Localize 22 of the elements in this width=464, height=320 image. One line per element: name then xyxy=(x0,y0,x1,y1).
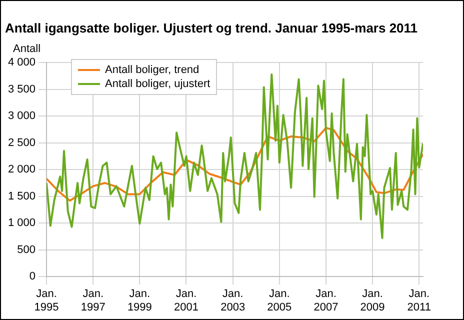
x-tick-label: Jan. 1995 xyxy=(34,288,59,314)
y-tick-label: 3 000 xyxy=(8,110,36,122)
x-tick-label: Jan. 1999 xyxy=(127,288,152,314)
y-tick-label: 2 500 xyxy=(8,136,36,149)
x-tick-label: Jan. 2005 xyxy=(267,288,292,314)
x-tick-label: Jan. 2009 xyxy=(360,288,385,314)
y-tick-label: 1 000 xyxy=(8,217,36,230)
y-tick-label: 2 000 xyxy=(8,164,36,176)
y-tick-label: 1 500 xyxy=(8,190,36,202)
y-tick-label: 4 000 xyxy=(8,56,36,69)
x-tick-label: Jan. 2001 xyxy=(174,288,198,314)
x-tick-label: Jan. 1997 xyxy=(80,288,106,314)
y-tick-label: 3 500 xyxy=(8,83,36,96)
legend-label: Antall boliger, trend xyxy=(105,63,200,77)
y-tick-label: 0 xyxy=(29,270,36,283)
legend-label: Antall boliger, ujustert xyxy=(105,77,210,91)
x-tick-label: Jan. 2003 xyxy=(220,288,246,314)
x-tick-label: Jan. 2007 xyxy=(314,288,338,314)
x-tick-label: Jan. 2011 xyxy=(407,288,431,314)
y-tick-label: 500 xyxy=(17,244,36,256)
chart-title: Antall igangsatte boliger. Ujustert og trend. Januar 1995-mars 2011 xyxy=(5,20,418,36)
y-axis-title: Antall xyxy=(13,43,41,56)
